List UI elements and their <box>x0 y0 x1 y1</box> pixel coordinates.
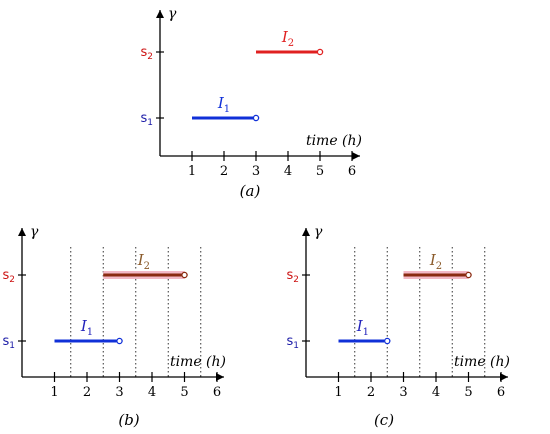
state-label-s1: s1 <box>140 111 153 128</box>
open-endpoint-icon <box>181 271 188 279</box>
x-tick-label: 6 <box>497 385 505 400</box>
x-tick-label: 2 <box>220 164 228 179</box>
arrowhead-icon <box>302 228 310 236</box>
panel-b: γ time (h) 1 2 3 4 5 6 s1 s2 I1 I2 (b) <box>2 224 226 429</box>
x-tick-label: 6 <box>348 164 356 179</box>
arrowhead-icon <box>500 373 508 381</box>
state-label-s1: s1 <box>286 334 299 351</box>
interval-label-i2: I2 <box>137 251 150 272</box>
open-endpoint-icon <box>383 337 391 345</box>
open-endpoint-icon <box>465 271 472 279</box>
x-tick-label: 4 <box>148 385 156 400</box>
state-label-s2: s2 <box>140 45 153 62</box>
x-axis-label: time (h) <box>306 133 362 149</box>
state-label-s2: s2 <box>286 268 299 285</box>
y-axis-label: γ <box>30 224 39 240</box>
x-tick-label: 5 <box>180 385 188 400</box>
open-endpoint-icon <box>116 337 123 345</box>
panel-c: γ time (h) 1 2 3 4 5 6 s1 s2 I1 I2 (c) <box>286 224 510 429</box>
x-tick-label: 2 <box>83 385 91 400</box>
panel-a: γ time (h) 1 2 3 4 5 6 s1 s2 I1 I2 (a) <box>140 6 362 200</box>
open-endpoint-icon <box>252 114 260 122</box>
arrowhead-icon <box>18 228 26 236</box>
interval-label-i2: I2 <box>281 28 294 49</box>
x-axis-label: time (h) <box>454 354 510 370</box>
interval-label-i2: I2 <box>429 251 442 272</box>
x-tick-label: 1 <box>50 385 58 400</box>
x-tick-label: 2 <box>367 385 375 400</box>
interval-label-i1: I1 <box>217 94 230 115</box>
arrowhead-icon <box>352 152 360 160</box>
interval-label-i1: I1 <box>80 317 93 338</box>
open-endpoint-icon <box>316 48 324 56</box>
x-axis-label: time (h) <box>170 354 226 370</box>
arrowhead-icon <box>216 373 224 381</box>
x-tick-label: 5 <box>464 385 472 400</box>
y-axis-label: γ <box>168 6 177 22</box>
x-tick-label: 3 <box>399 385 407 400</box>
state-label-s2: s2 <box>2 268 15 285</box>
x-tick-label: 1 <box>188 164 196 179</box>
x-tick-label: 3 <box>115 385 123 400</box>
x-tick-label: 6 <box>213 385 221 400</box>
x-tick-label: 4 <box>432 385 440 400</box>
x-tick-label: 4 <box>284 164 292 179</box>
x-tick-label: 5 <box>316 164 324 179</box>
interval-label-i1: I1 <box>356 317 369 338</box>
x-tick-label: 1 <box>334 385 342 400</box>
panel-caption: (b) <box>118 411 139 429</box>
panel-caption: (c) <box>374 411 394 429</box>
panel-caption: (a) <box>240 182 261 200</box>
arrowhead-icon <box>156 10 164 18</box>
state-label-s1: s1 <box>2 334 15 351</box>
y-axis-label: γ <box>314 224 323 240</box>
x-tick-label: 3 <box>252 164 260 179</box>
